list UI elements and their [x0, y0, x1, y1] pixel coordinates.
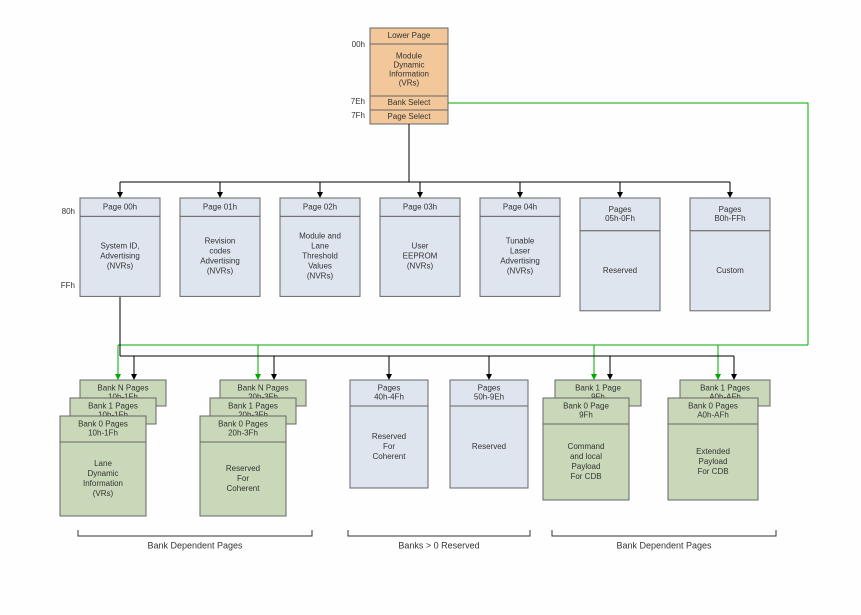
- svg-text:Bank 0 Pages: Bank 0 Pages: [78, 420, 128, 429]
- svg-text:Threshold: Threshold: [302, 252, 338, 261]
- svg-text:Coherent: Coherent: [373, 452, 407, 461]
- page-box: Pages05h-0Fh Reserved: [580, 198, 660, 311]
- svg-text:05h-0Fh: 05h-0Fh: [605, 214, 635, 223]
- page-stack: Bank N Pages20h-3FhBank 1 Pages20h-3FhBa…: [200, 380, 306, 516]
- svg-text:Information: Information: [389, 70, 429, 79]
- svg-text:B0h-FFh: B0h-FFh: [714, 214, 745, 223]
- svg-text:Bank 0 Page: Bank 0 Page: [563, 402, 609, 411]
- svg-text:Bank 1 Pages: Bank 1 Pages: [228, 402, 278, 411]
- svg-text:Page 01h: Page 01h: [203, 202, 237, 211]
- svg-text:20h-3Fh: 20h-3Fh: [228, 429, 258, 438]
- svg-text:User: User: [412, 242, 429, 251]
- svg-text:Bank 1 Pages: Bank 1 Pages: [88, 402, 138, 411]
- svg-text:A0h-AFh: A0h-AFh: [697, 411, 729, 420]
- svg-text:(NVRs): (NVRs): [407, 262, 434, 271]
- svg-text:50h-9Eh: 50h-9Eh: [474, 393, 504, 402]
- svg-text:Lane: Lane: [94, 459, 112, 468]
- svg-text:(NVRs): (NVRs): [307, 272, 334, 281]
- svg-text:For CDB: For CDB: [570, 472, 601, 481]
- page-box: Page 03h UserEEPROM(NVRs): [380, 198, 460, 296]
- addr-label: FFh: [61, 281, 75, 290]
- svg-text:Bank N Pages: Bank N Pages: [97, 384, 148, 393]
- svg-text:Information: Information: [83, 479, 123, 488]
- svg-text:Reserved: Reserved: [226, 464, 260, 473]
- page-stack: Bank 1 Page9FhBank 0 Page9FhCommandand l…: [543, 380, 641, 500]
- svg-text:Advertising: Advertising: [100, 252, 140, 261]
- bracket-label: Bank Dependent Pages: [616, 540, 712, 550]
- svg-text:(NVRs): (NVRs): [507, 267, 534, 276]
- svg-text:Page 04h: Page 04h: [503, 202, 537, 211]
- page-box: PagesB0h-FFh Custom: [690, 198, 770, 311]
- svg-text:Extended: Extended: [696, 447, 730, 456]
- page-stack: Bank N Pages10h-1FhBank 1 Pages10h-1FhBa…: [60, 380, 166, 516]
- svg-text:Command: Command: [568, 442, 605, 451]
- svg-text:Pages: Pages: [378, 384, 401, 393]
- svg-text:Bank 1 Pages: Bank 1 Pages: [700, 384, 750, 393]
- svg-text:Payload: Payload: [699, 457, 728, 466]
- bracket-label: Banks > 0 Reserved: [398, 540, 479, 550]
- svg-text:(NVRs): (NVRs): [207, 267, 234, 276]
- svg-text:For: For: [383, 442, 395, 451]
- page-box: Page 02h Module andLaneThresholdValues(NV…: [280, 198, 360, 296]
- svg-text:Bank 1 Page: Bank 1 Page: [575, 384, 621, 393]
- addr-label: 00h: [352, 40, 365, 49]
- page-stack: Bank 1 PagesA0h-AFhBank 0 PagesA0h-AFhEx…: [668, 380, 770, 500]
- svg-text:Pages: Pages: [609, 205, 632, 214]
- addr-label: 7Fh: [351, 111, 365, 120]
- svg-text:System ID,: System ID,: [100, 242, 139, 251]
- svg-text:codes: codes: [209, 247, 230, 256]
- page-box: Page 00h System ID,Advertising(NVRs): [80, 198, 160, 296]
- bracket-label: Bank Dependent Pages: [147, 540, 243, 550]
- svg-text:Payload: Payload: [572, 462, 601, 471]
- svg-text:Lane: Lane: [311, 242, 329, 251]
- svg-text:Lower Page: Lower Page: [388, 31, 431, 40]
- svg-text:(VRs): (VRs): [93, 489, 114, 498]
- svg-text:Page 00h: Page 00h: [103, 202, 137, 211]
- page-box: Page 01h RevisioncodesAdvertising(NVRs): [180, 198, 260, 296]
- svg-text:Bank N Pages: Bank N Pages: [237, 384, 288, 393]
- svg-text:(VRs): (VRs): [399, 79, 420, 88]
- addr-label: 80h: [62, 207, 75, 216]
- svg-text:Bank 0 Pages: Bank 0 Pages: [218, 420, 268, 429]
- page-stack: Pages40h-4Fh ReservedForCoherent: [350, 380, 428, 488]
- svg-text:EEPROM: EEPROM: [403, 252, 438, 261]
- svg-text:Coherent: Coherent: [227, 484, 261, 493]
- memory-map-diagram: 00h7Eh7Fh80hFFhLower PageModuleDynamicIn…: [0, 0, 861, 615]
- svg-text:Bank 0 Pages: Bank 0 Pages: [688, 402, 738, 411]
- svg-text:40h-4Fh: 40h-4Fh: [374, 393, 404, 402]
- svg-text:Pages: Pages: [478, 384, 501, 393]
- svg-text:and local: and local: [570, 452, 602, 461]
- svg-text:Reserved: Reserved: [603, 266, 637, 275]
- svg-text:For CDB: For CDB: [697, 467, 728, 476]
- svg-text:Advertising: Advertising: [200, 257, 240, 266]
- svg-text:Pages: Pages: [719, 205, 742, 214]
- svg-text:Page Select: Page Select: [387, 112, 431, 121]
- svg-text:10h-1Fh: 10h-1Fh: [88, 429, 118, 438]
- svg-text:Bank Select: Bank Select: [388, 98, 431, 107]
- svg-text:Module: Module: [396, 52, 423, 61]
- addr-label: 7Eh: [351, 97, 365, 106]
- svg-text:Advertising: Advertising: [500, 257, 540, 266]
- svg-text:Reserved: Reserved: [472, 442, 506, 451]
- svg-text:(NVRs): (NVRs): [107, 262, 134, 271]
- svg-text:Values: Values: [308, 262, 332, 271]
- svg-text:Dynamic: Dynamic: [87, 469, 118, 478]
- svg-text:Tunable: Tunable: [506, 237, 535, 246]
- svg-text:For: For: [237, 474, 249, 483]
- page-box: Page 04h TunableLaserAdvertising(NVRs): [480, 198, 560, 296]
- svg-text:Laser: Laser: [510, 247, 530, 256]
- svg-text:9Fh: 9Fh: [579, 411, 593, 420]
- lower-page-box: Lower Page ModuleDynamicInformation(VRs) B…: [370, 28, 448, 124]
- svg-text:Custom: Custom: [716, 266, 744, 275]
- svg-text:Page 02h: Page 02h: [303, 202, 337, 211]
- page-stack: Pages50h-9Eh Reserved: [450, 380, 528, 488]
- svg-text:Reserved: Reserved: [372, 432, 406, 441]
- svg-text:Page 03h: Page 03h: [403, 202, 437, 211]
- svg-text:Module and: Module and: [299, 232, 341, 241]
- svg-text:Dynamic: Dynamic: [393, 61, 424, 70]
- svg-text:Revision: Revision: [205, 237, 236, 246]
